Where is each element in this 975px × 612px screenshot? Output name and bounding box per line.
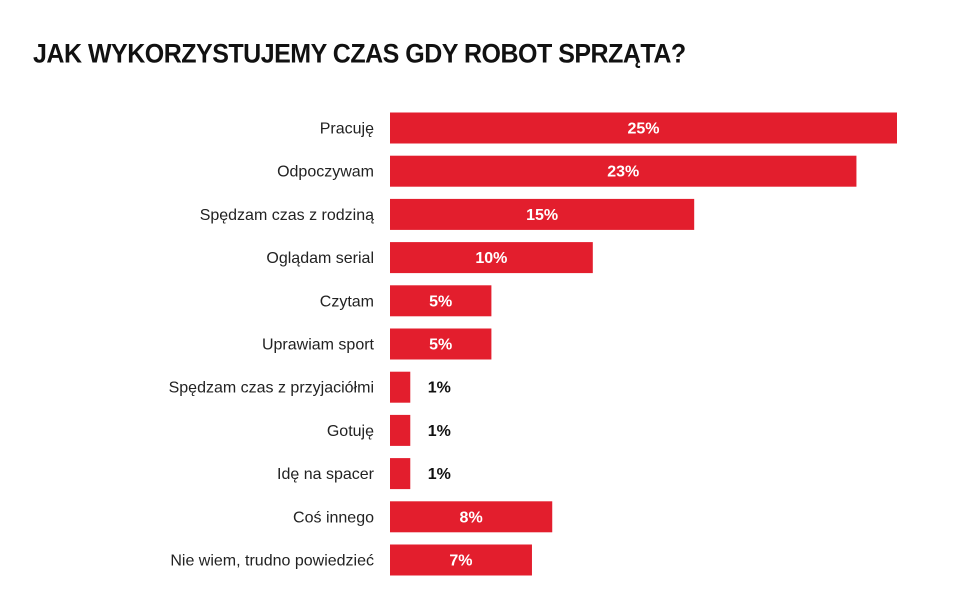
data-label: 7%: [449, 553, 472, 570]
data-label: 5%: [429, 337, 452, 354]
category-label: Czytam: [320, 293, 374, 310]
bar: [390, 458, 411, 490]
bar: [390, 112, 897, 144]
data-label: 1%: [428, 380, 451, 397]
category-label: Pracuję: [320, 121, 374, 138]
bar: [390, 371, 411, 403]
data-label: 5%: [429, 293, 452, 310]
data-label: 15%: [526, 207, 558, 224]
chart-title: JAK WYKORZYSTUJEMY CZAS GDY ROBOT SPRZĄT…: [33, 38, 686, 70]
category-label: Coś innego: [293, 509, 374, 526]
data-label: 10%: [475, 250, 507, 267]
bar: [390, 155, 857, 187]
bar: [390, 544, 532, 576]
bar: [390, 328, 492, 360]
category-label: Nie wiem, trudno powiedzieć: [170, 553, 374, 570]
category-label: Odpoczywam: [277, 164, 374, 181]
data-label: 23%: [607, 164, 639, 181]
bar: [390, 242, 593, 274]
category-label: Oglądam serial: [266, 250, 374, 267]
data-label: 1%: [428, 423, 451, 440]
data-label: 1%: [428, 466, 451, 483]
category-label: Idę na spacer: [277, 466, 375, 483]
data-label: 25%: [627, 121, 659, 138]
category-label: Spędzam czas z przyjaciółmi: [169, 380, 374, 397]
category-label: Uprawiam sport: [262, 337, 375, 354]
bar: [390, 414, 411, 446]
bar: [390, 198, 695, 230]
category-label: Spędzam czas z rodziną: [200, 207, 374, 224]
category-label: Gotuję: [327, 423, 374, 440]
bar: [390, 285, 492, 317]
bar: [390, 501, 553, 533]
data-label: 8%: [460, 509, 483, 526]
